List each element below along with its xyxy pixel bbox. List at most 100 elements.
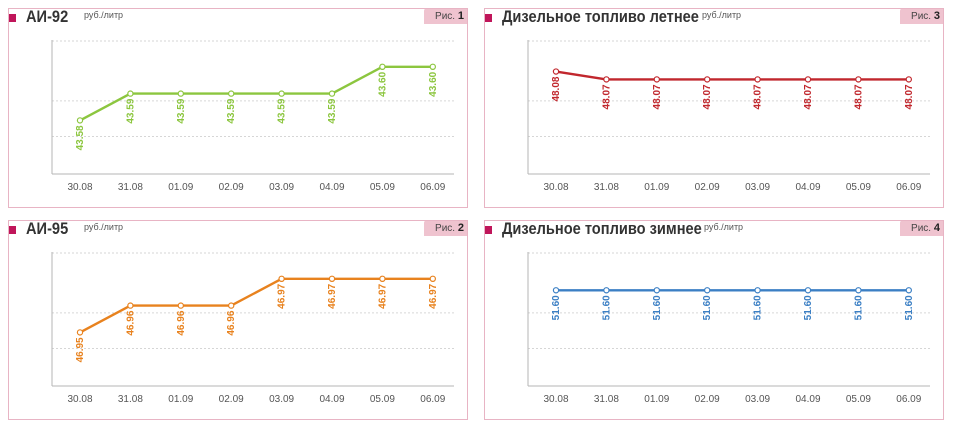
data-label: 51.60 — [652, 295, 663, 320]
data-point — [552, 287, 560, 294]
figure-tab: Рис. 2 — [424, 220, 468, 236]
data-label: 43.59 — [125, 98, 136, 123]
data-label: 51.60 — [551, 295, 562, 320]
x-tick-label: 04.09 — [319, 394, 344, 405]
data-label: 46.96 — [226, 310, 237, 335]
data-point — [379, 63, 386, 71]
x-tick-label: 30.08 — [67, 394, 92, 405]
data-label: 51.60 — [753, 295, 764, 320]
data-point — [703, 287, 711, 294]
x-tick-label: 05.09 — [846, 394, 871, 405]
panel-header: Дизельное топливо летнее руб./литр Рис. … — [484, 7, 944, 30]
data-label: 46.96 — [125, 310, 136, 335]
series-line — [555, 70, 909, 81]
data-label: 43.59 — [277, 98, 288, 123]
figure-number: 3 — [933, 10, 940, 22]
data-point — [653, 287, 660, 294]
data-label: 43.59 — [176, 98, 187, 123]
data-label: 48.07 — [753, 84, 764, 109]
x-tick-label: 06.09 — [896, 182, 921, 193]
line-chart: 43.58 30.08 43.59 31.08 43.59 01.09 43.59 02.09… — [51, 40, 454, 193]
data-point — [177, 302, 184, 309]
data-label: 46.97 — [428, 283, 439, 308]
data-point — [429, 275, 436, 283]
chart-title: Дизельное топливо летнее — [502, 7, 699, 26]
data-point — [379, 275, 386, 283]
x-tick-label: 03.09 — [745, 182, 770, 193]
figure-label: Рис. — [435, 223, 456, 234]
data-label: 48.08 — [551, 76, 562, 101]
data-label: 51.60 — [702, 295, 713, 320]
bullet-marker — [8, 226, 16, 234]
data-point — [127, 302, 134, 309]
chart-panel-ai95: АИ-95 руб./литр Рис. 2 46.95 30.08 46.96 31… — [8, 219, 468, 420]
chart-panel-ai92: АИ-92 руб./литр Рис. 1 43.58 30.08 43.59 31… — [8, 7, 468, 208]
x-tick-label: 06.09 — [420, 182, 445, 193]
data-point — [703, 76, 711, 83]
x-tick-label: 04.09 — [319, 182, 344, 193]
data-label: 43.60 — [428, 71, 439, 96]
figure-number: 2 — [457, 222, 464, 234]
data-label: 48.07 — [904, 84, 915, 109]
bullet-marker — [484, 226, 492, 234]
line-chart: 46.95 30.08 46.96 31.08 46.96 01.09 46.96 02.09… — [51, 252, 454, 405]
figure-tab: Рис. 3 — [900, 8, 944, 24]
data-label: 51.60 — [904, 295, 915, 320]
chart-title: АИ-92 — [26, 7, 69, 26]
unit-label: руб./литр — [84, 10, 124, 20]
data-point — [328, 275, 336, 283]
x-tick-label: 02.09 — [695, 394, 720, 405]
data-point — [804, 287, 812, 294]
chart-frame — [484, 220, 944, 420]
x-tick-label: 03.09 — [269, 182, 294, 193]
x-tick-label: 01.09 — [168, 182, 193, 193]
x-tick-label: 05.09 — [846, 182, 871, 193]
data-label: 48.07 — [803, 84, 814, 109]
line-chart: 51.60 30.08 51.60 31.08 51.60 01.09 51.60 02.09… — [527, 252, 930, 405]
chart-frame — [8, 8, 468, 208]
data-label: 51.60 — [853, 295, 864, 320]
figure-tab: Рис. 4 — [900, 220, 944, 236]
figure-label: Рис. — [435, 11, 456, 22]
data-point — [76, 329, 84, 336]
data-point — [804, 76, 812, 83]
figure-label: Рис. — [911, 11, 932, 22]
data-label: 46.97 — [277, 283, 288, 308]
x-tick-label: 31.08 — [118, 182, 143, 193]
data-point — [429, 63, 436, 71]
figure-label: Рис. — [911, 223, 932, 234]
unit-label: руб./литр — [702, 10, 742, 20]
chart-title: Дизельное топливо зимнее — [502, 219, 702, 238]
data-point — [905, 287, 912, 294]
grid — [52, 40, 454, 137]
x-tick-label: 05.09 — [370, 182, 395, 193]
x-tick-label: 02.09 — [219, 394, 244, 405]
x-tick-label: 04.09 — [795, 394, 820, 405]
panel-header: Дизельное топливо зимнее руб./литр Рис. … — [484, 219, 944, 242]
chart-panel-diesel-winter: Дизельное топливо зимнее руб./литр Рис. … — [484, 219, 944, 420]
data-label: 48.07 — [702, 84, 713, 109]
panel-header: АИ-95 руб./литр Рис. 2 — [8, 219, 468, 242]
chart-frame — [484, 8, 944, 208]
bullet-marker — [8, 14, 16, 22]
data-label: 48.07 — [652, 84, 663, 109]
data-point — [603, 287, 610, 294]
chart-title: АИ-95 — [26, 219, 69, 238]
data-label: 46.95 — [75, 337, 86, 362]
x-tick-label: 03.09 — [269, 394, 294, 405]
x-tick-label: 06.09 — [420, 394, 445, 405]
data-point — [328, 90, 336, 97]
data-point — [855, 76, 862, 83]
x-tick-label: 06.09 — [896, 394, 921, 405]
x-tick-label: 30.08 — [543, 182, 568, 193]
data-label: 43.59 — [226, 98, 237, 123]
figure-tab: Рис. 1 — [424, 8, 468, 24]
x-tick-label: 01.09 — [168, 394, 193, 405]
x-tick-label: 05.09 — [370, 394, 395, 405]
data-point — [278, 275, 285, 283]
data-point — [278, 90, 285, 97]
data-point — [653, 76, 660, 83]
unit-label: руб./литр — [704, 222, 744, 232]
data-point — [754, 287, 761, 294]
panel-header: АИ-92 руб./литр Рис. 1 — [8, 7, 468, 30]
